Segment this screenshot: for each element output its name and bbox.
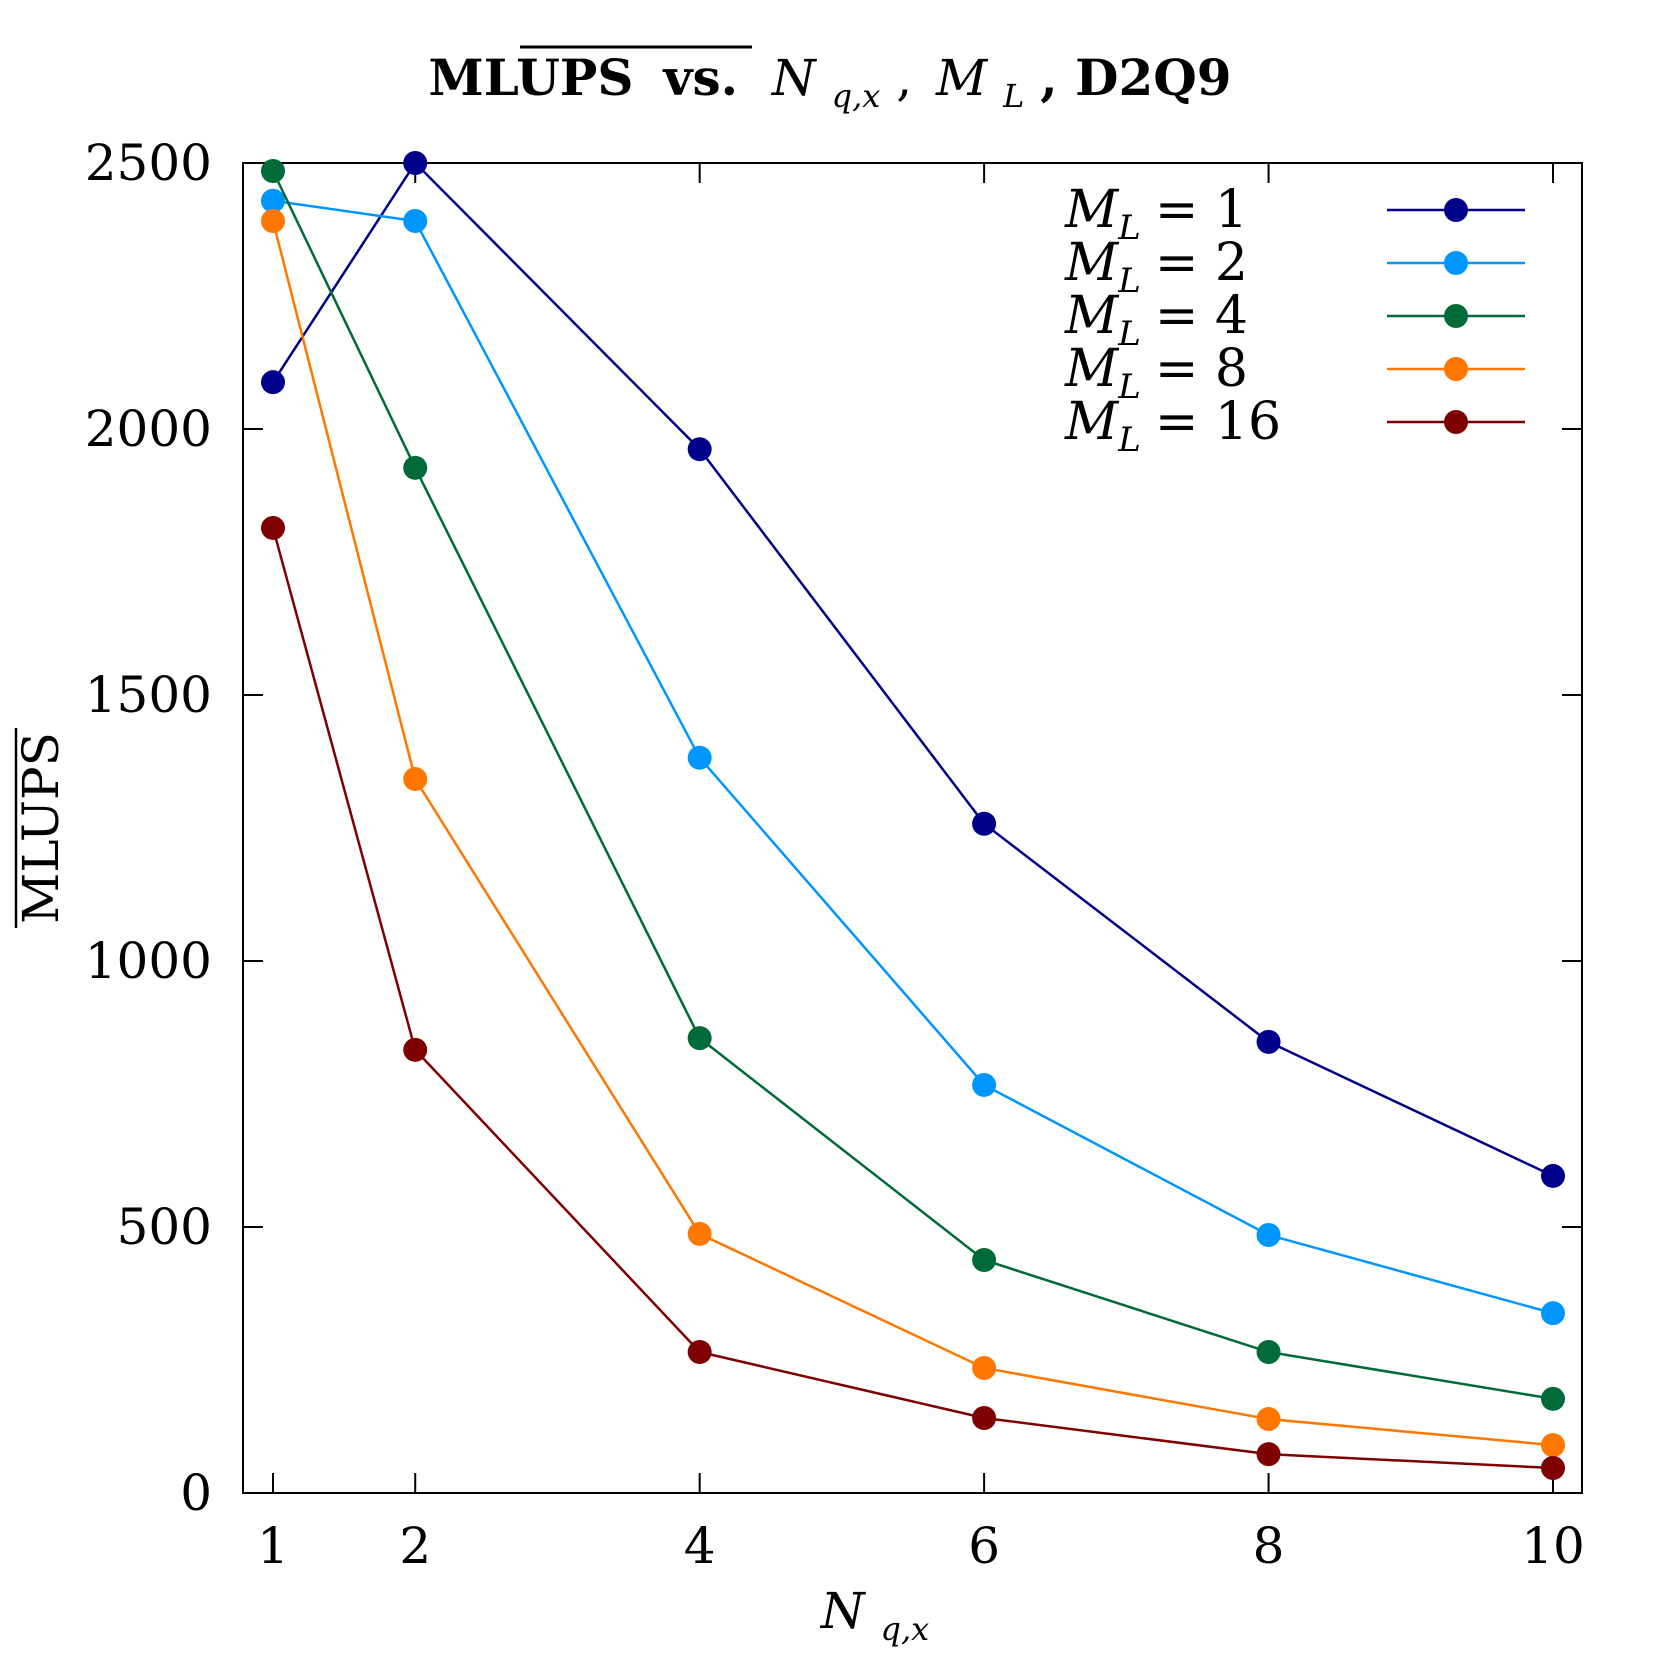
x-tick-label: 1 xyxy=(257,1517,289,1575)
series-2 xyxy=(261,188,1565,1326)
data-point xyxy=(972,1072,997,1097)
data-point xyxy=(972,1247,997,1272)
legend-marker xyxy=(1444,251,1468,275)
x-tick-label: 2 xyxy=(399,1517,431,1575)
data-point xyxy=(1541,1301,1565,1326)
data-point xyxy=(403,208,428,233)
y-axis-label-text: MLUPS xyxy=(12,732,70,924)
x-axis-label-main: N xyxy=(820,1582,867,1640)
title-m-sub: L xyxy=(1002,77,1024,115)
series-line xyxy=(271,220,1554,1447)
title-suffix: , D2Q9 xyxy=(1040,48,1231,107)
data-point xyxy=(1256,1407,1281,1432)
data-point xyxy=(403,767,428,792)
series-line xyxy=(271,170,1554,1401)
data-point xyxy=(972,1355,997,1380)
title-mlups: MLUPS xyxy=(428,48,633,107)
y-axis-label: MLUPS xyxy=(12,728,70,928)
plot-frame xyxy=(242,162,1583,1494)
legend-marker xyxy=(1444,410,1468,434)
x-tick-label: 4 xyxy=(684,1517,716,1575)
y-tick-label: 1500 xyxy=(85,666,212,724)
y-axis: 0 500 1000 1500 2000 2500 xyxy=(85,134,1582,1522)
y-tick-label: 500 xyxy=(117,1198,212,1256)
svg-text:MLUPS vs. N: MLUPS vs. N q,x , M L , D2Q9 xyxy=(428,48,1231,119)
legend-marker xyxy=(1444,198,1468,222)
series-1 xyxy=(261,151,1565,1188)
legend-item: ML = 4 xyxy=(1064,286,1525,354)
x-axis: 1 2 4 6 8 10 xyxy=(257,163,1585,1575)
data-point xyxy=(261,370,285,395)
data-point xyxy=(261,208,285,233)
data-point xyxy=(687,1221,712,1246)
data-point xyxy=(687,745,712,770)
x-axis-label: N q,x xyxy=(820,1582,929,1648)
title-n-sub: q,x xyxy=(832,77,881,115)
title-m: M xyxy=(935,49,989,107)
legend-item: ML = 2 xyxy=(1064,233,1525,301)
data-point xyxy=(1541,1163,1565,1188)
legend-label: ML = 8 xyxy=(1064,339,1248,407)
data-point xyxy=(1541,1386,1565,1411)
legend-marker xyxy=(1444,357,1468,381)
data-point xyxy=(261,158,285,183)
legend-label: ML = 1 xyxy=(1064,180,1248,248)
title-sep: , xyxy=(896,49,912,107)
legend-marker xyxy=(1444,304,1468,328)
x-axis-label-sub: q,x xyxy=(880,1610,929,1648)
chart-title: MLUPS vs. N q,x , M L , D2Q9 xyxy=(428,45,1232,119)
legend: ML = 1ML = 2ML = 4ML = 8ML = 16 xyxy=(1064,180,1525,460)
data-point xyxy=(1256,1442,1281,1467)
legend-item: ML = 1 xyxy=(1064,180,1525,248)
data-point xyxy=(1256,1340,1281,1365)
data-point xyxy=(403,455,428,480)
data-point xyxy=(687,437,712,462)
x-tick-label: 10 xyxy=(1521,1517,1585,1575)
data-point xyxy=(1541,1433,1565,1458)
series-line xyxy=(272,199,1554,1315)
legend-label: ML = 4 xyxy=(1064,286,1248,354)
legend-label: ML = 16 xyxy=(1064,392,1281,460)
y-tick-label: 1000 xyxy=(85,932,212,990)
legend-item: ML = 16 xyxy=(1064,392,1525,460)
data-point xyxy=(403,151,428,175)
data-point xyxy=(1541,1455,1565,1480)
series-4 xyxy=(261,158,1565,1411)
y-tick-label: 2000 xyxy=(85,400,212,458)
legend-item: ML = 8 xyxy=(1064,339,1525,407)
series-layer xyxy=(261,151,1565,1480)
data-point xyxy=(403,1037,428,1062)
data-point xyxy=(1256,1029,1281,1054)
title-n: N xyxy=(771,49,818,107)
data-point xyxy=(261,188,285,213)
x-tick-label: 6 xyxy=(968,1517,1000,1575)
data-point xyxy=(687,1026,712,1051)
title-vs: vs. xyxy=(662,48,738,107)
y-tick-label: 2500 xyxy=(85,134,212,192)
data-point xyxy=(972,1405,997,1430)
x-tick-label: 8 xyxy=(1253,1517,1285,1575)
legend-label: ML = 2 xyxy=(1064,233,1248,301)
series-16 xyxy=(261,515,1565,1480)
data-point xyxy=(1256,1222,1281,1247)
series-line xyxy=(271,527,1554,1470)
data-point xyxy=(972,811,997,836)
series-line xyxy=(271,161,1554,1178)
y-tick-label: 0 xyxy=(180,1464,212,1522)
series-8 xyxy=(261,208,1565,1458)
data-point xyxy=(687,1340,712,1365)
data-point xyxy=(261,515,285,540)
